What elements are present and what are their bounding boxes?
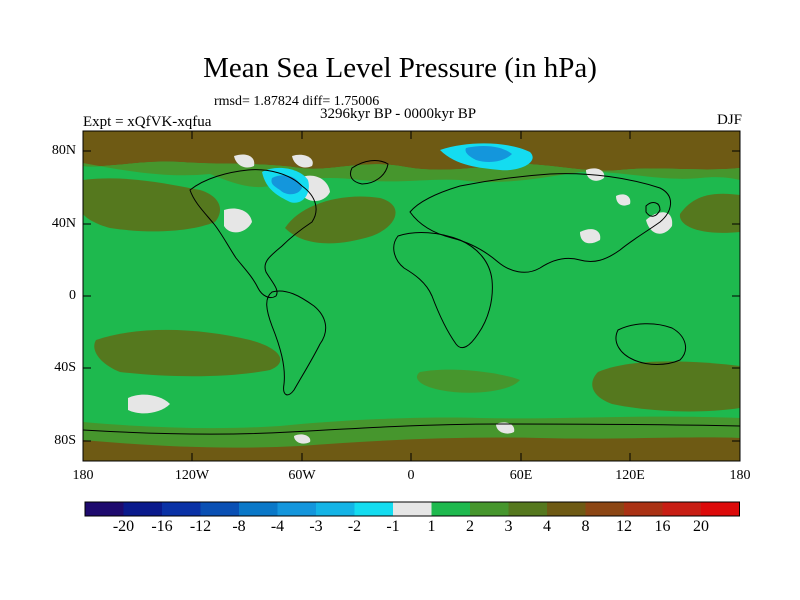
south-america [266, 290, 327, 396]
asia-zero-patch [580, 229, 601, 244]
colorbar-label: 4 [543, 518, 551, 535]
colorbar-swatch-15 [624, 502, 663, 516]
lat-label-80s: 80S [54, 433, 76, 448]
colorbar-label: -4 [270, 518, 285, 535]
colorbar-label: 12 [616, 518, 632, 535]
colorbar-label: -8 [232, 518, 246, 535]
lat-label-0: 0 [69, 288, 76, 303]
lon-label-60w: 60W [288, 468, 316, 483]
colorbar-swatch-4 [200, 502, 239, 516]
colorbar-swatch-8 [354, 502, 393, 516]
colorbar-label: -16 [151, 518, 173, 535]
arctic-fringe [83, 161, 740, 188]
colorbar-label: 8 [581, 518, 590, 535]
pacific-low-patch [224, 208, 252, 233]
south-indian-high [592, 361, 740, 412]
colorbar-swatch-9 [393, 502, 432, 516]
colorbar-frame [84, 501, 740, 517]
colorbar-label: 20 [693, 518, 709, 535]
axis-ticks [83, 131, 740, 461]
colorbar-label: 2 [466, 518, 474, 535]
colorbar-swatch-11 [470, 502, 509, 516]
greenland [349, 160, 389, 185]
colorbar-label: -12 [189, 518, 212, 535]
lon-label-60e: 60E [509, 468, 533, 483]
small-zero-patch [616, 194, 631, 206]
colorbar-swatch-12 [508, 502, 547, 516]
lon-label-0: 0 [407, 468, 415, 483]
season-label: DJF [716, 112, 742, 128]
eurasia [409, 173, 671, 273]
colorbar-swatch-2 [123, 502, 162, 516]
colorbar-swatch-13 [547, 502, 586, 516]
lon-label-120w: 120W [174, 468, 210, 483]
colorbar-swatch-5 [239, 502, 278, 516]
north-america [189, 169, 317, 299]
arctic-zero-patch-2 [292, 154, 313, 168]
antarctic-zero-patch-2 [294, 434, 311, 444]
colorbar-swatch-17 [701, 502, 740, 516]
lon-label-120e: 120E [615, 468, 645, 483]
period-text: 3296kyr BP - 0000kyr BP [320, 106, 477, 122]
colorbar-label: -3 [309, 518, 323, 535]
south-pacific-high [94, 329, 281, 377]
barents-low-inner [465, 146, 512, 162]
lat-label-40n: 40N [51, 216, 76, 231]
north-atlantic-high [285, 196, 396, 244]
lon-label-180e: 180 [729, 468, 751, 483]
colorbar-swatch-1 [85, 502, 124, 516]
lat-label-80n: 80N [51, 143, 76, 158]
experiment-label: Expt = xQfVK-xqfua [83, 114, 212, 130]
colorbar-swatch-16 [662, 502, 701, 516]
colorbar-label: 3 [504, 518, 513, 535]
arctic-zero-patch [234, 154, 255, 168]
colorbar-swatch-3 [162, 502, 201, 516]
coastlines [83, 160, 740, 435]
colorbar-label: -20 [112, 518, 135, 535]
pressure-field [83, 131, 740, 461]
antarctica [83, 423, 740, 435]
colorbar-swatch-7 [316, 502, 355, 516]
africa [393, 232, 493, 349]
south-atlantic-patch [416, 369, 520, 393]
lat-label-40s: 40S [54, 360, 76, 375]
colorbar-label: -1 [386, 518, 400, 535]
colorbar-label: 1 [427, 518, 436, 535]
lon-label-180w: 180 [72, 468, 94, 483]
south-pacific-zero-patch [128, 394, 170, 414]
colorbar-swatch-6 [277, 502, 316, 516]
colorbar-swatch-14 [585, 502, 624, 516]
antarctic-zero-patch-1 [496, 422, 515, 434]
antarctic-band [83, 437, 740, 461]
australia [615, 323, 687, 365]
figure-title: Mean Sea Level Pressure (in hPa) [203, 52, 597, 84]
stats-text: rmsd= 1.87824 diff= 1.75006 [214, 94, 380, 109]
colorbar-swatch-10 [431, 502, 470, 516]
north-pacific-high [83, 178, 220, 232]
colorbar-label: 16 [654, 518, 671, 535]
japan [645, 202, 661, 217]
east-pacific-high [679, 193, 740, 233]
colorbar-label: -2 [347, 518, 362, 535]
colorbar [84, 501, 740, 517]
